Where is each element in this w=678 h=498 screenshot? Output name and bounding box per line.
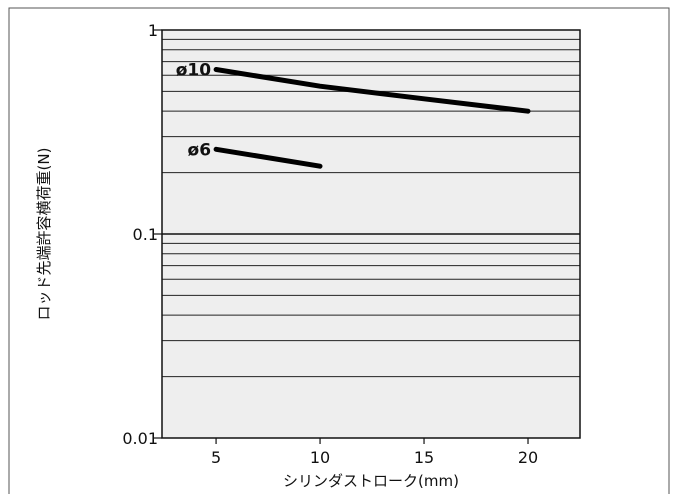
y-tick-label: 0.01 [122, 429, 158, 448]
x-tick-label: 20 [518, 448, 538, 467]
y-axis-label: ロッド先端許容横荷重(N) [35, 148, 53, 321]
series-label: ø10 [176, 61, 212, 81]
x-tick-label: 15 [414, 448, 434, 467]
x-axis-label: シリンダストローク(mm) [283, 472, 459, 490]
axis-ticks: 0.010.115 10 15 20 [122, 21, 538, 467]
grid-lines [162, 38, 580, 378]
series-line [213, 67, 531, 114]
x-tick-label: 10 [310, 448, 330, 467]
series-layer: ø10 ø6 [176, 61, 531, 169]
y-tick-label: 1 [148, 21, 158, 40]
x-tick-label: 5 [211, 448, 221, 467]
series-line [213, 146, 323, 169]
series-label: ø6 [188, 140, 212, 160]
y-tick-label: 0.1 [133, 225, 158, 244]
